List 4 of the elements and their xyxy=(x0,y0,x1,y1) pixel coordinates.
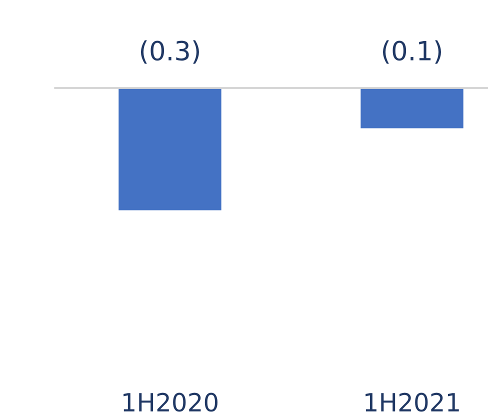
x-tick-label: 1H2020 xyxy=(124,392,218,412)
data-label: (0.3) xyxy=(140,40,199,64)
data-label: (0.1) xyxy=(382,40,442,64)
x-tick-label: 1H2021 xyxy=(366,392,459,412)
